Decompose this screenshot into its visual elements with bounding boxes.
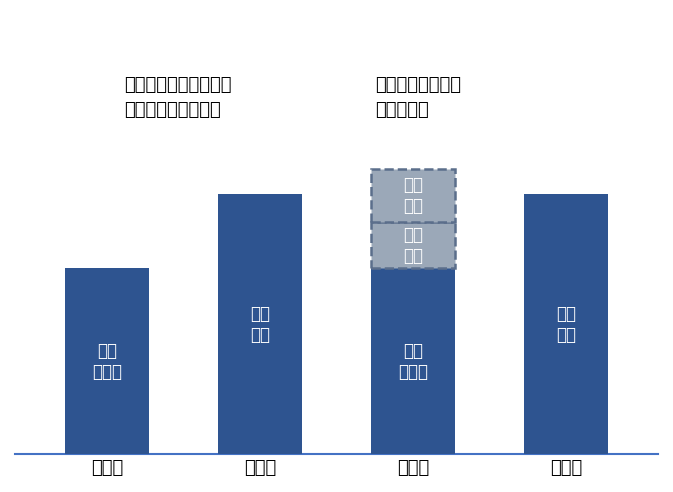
Text: 機会
損失: 機会 損失 — [403, 176, 423, 215]
Bar — [524, 194, 608, 454]
Bar — [65, 269, 149, 454]
Text: 購入
価格: 購入 価格 — [556, 305, 576, 343]
Text: このように比較すると
内製が安く見えるが: このように比較すると 内製が安く見えるが — [125, 76, 232, 120]
Text: 製造
変動費: 製造 変動費 — [398, 342, 428, 381]
Bar — [371, 222, 455, 269]
Text: 製造
変動費: 製造 変動費 — [92, 342, 122, 381]
Text: 追加
費用: 追加 費用 — [403, 226, 423, 265]
Bar — [371, 269, 455, 454]
Bar — [371, 169, 455, 222]
Bar — [218, 194, 302, 454]
Text: 実際はこのように
比較すべき: 実際はこのように 比較すべき — [375, 76, 461, 120]
Text: 購入
価格: 購入 価格 — [250, 305, 270, 343]
